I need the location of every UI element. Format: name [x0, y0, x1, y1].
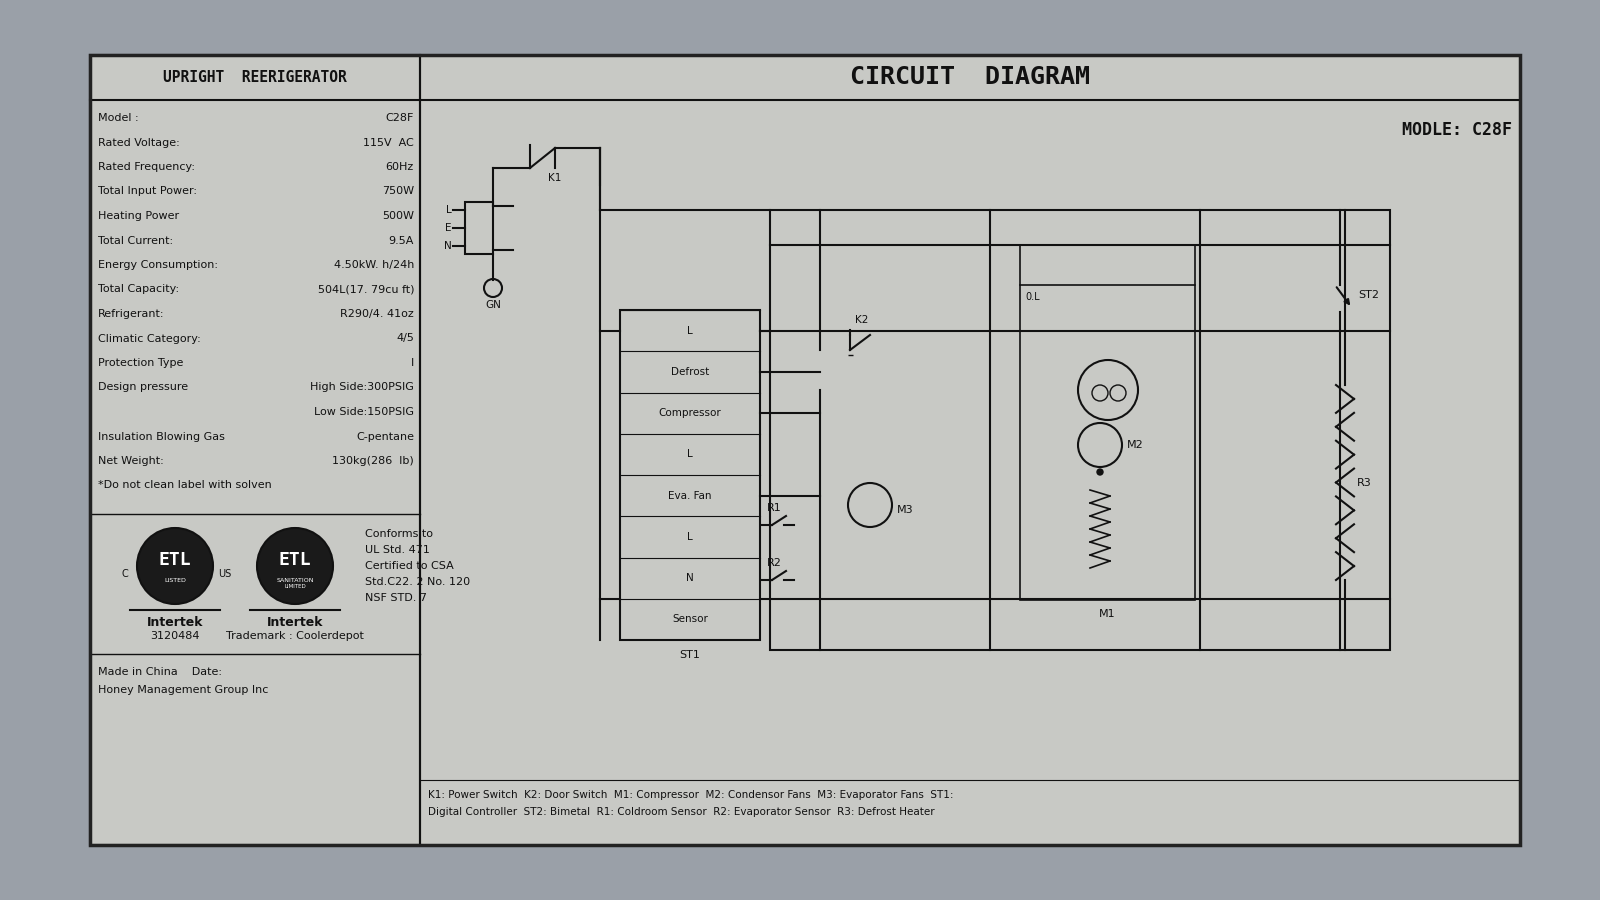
Text: CIRCUIT  DIAGRAM: CIRCUIT DIAGRAM [850, 66, 1090, 89]
Text: Defrost: Defrost [670, 367, 709, 377]
Bar [90, 55, 419, 845]
Text: M1: M1 [1099, 609, 1115, 619]
Text: Rated Voltage:: Rated Voltage: [98, 138, 179, 148]
Bar [770, 210, 1390, 650]
Text: C: C [122, 569, 128, 579]
Text: Total Current:: Total Current: [98, 236, 173, 246]
Text: C-pentane: C-pentane [355, 431, 414, 442]
Text: 115V  AC: 115V AC [363, 138, 414, 148]
Text: Trademark : Coolerdepot: Trademark : Coolerdepot [226, 631, 363, 641]
Text: R2: R2 [766, 558, 782, 568]
Text: Std.C22. 2 No. 120: Std.C22. 2 No. 120 [365, 577, 470, 587]
Text: N: N [686, 573, 694, 583]
Text: 9.5A: 9.5A [389, 236, 414, 246]
Text: Heating Power: Heating Power [98, 211, 179, 221]
Text: K1: K1 [549, 173, 562, 183]
Text: Digital Controller  ST2: Bimetal  R1: Coldroom Sensor  R2: Evaporator Sensor  R3: Digital Controller ST2: Bimetal R1: Cold… [429, 807, 934, 817]
Text: Protection Type: Protection Type [98, 358, 184, 368]
Text: I: I [411, 358, 414, 368]
Text: Sensor: Sensor [672, 615, 707, 625]
Text: Total Input Power:: Total Input Power: [98, 186, 197, 196]
Bar [466, 202, 493, 254]
Circle shape [138, 528, 213, 604]
Text: LISTED: LISTED [165, 578, 186, 582]
Text: GN: GN [485, 300, 501, 310]
Text: Model :: Model : [98, 113, 139, 123]
Circle shape [1098, 469, 1102, 475]
Text: M3: M3 [898, 505, 914, 515]
Text: L: L [686, 326, 693, 336]
Text: Eva. Fan: Eva. Fan [669, 491, 712, 500]
Text: Intertek: Intertek [147, 616, 203, 628]
Text: Insulation Blowing Gas: Insulation Blowing Gas [98, 431, 226, 442]
Text: L: L [686, 532, 693, 542]
Text: L: L [446, 205, 453, 215]
Bar [1021, 285, 1195, 600]
Text: ETL: ETL [158, 551, 192, 569]
Text: Energy Consumption:: Energy Consumption: [98, 260, 218, 270]
Text: MODLE: C28F: MODLE: C28F [1402, 121, 1512, 139]
Circle shape [258, 528, 333, 604]
Text: 60Hz: 60Hz [386, 162, 414, 172]
Text: M2: M2 [1126, 440, 1144, 450]
Text: 4.50kW. h/24h: 4.50kW. h/24h [334, 260, 414, 270]
Text: UPRIGHT  REERIGERATOR: UPRIGHT REERIGERATOR [163, 70, 347, 85]
Text: Compressor: Compressor [659, 408, 722, 418]
Text: UL Std. 471: UL Std. 471 [365, 545, 430, 555]
Text: Conforms to: Conforms to [365, 529, 434, 539]
Text: 750W: 750W [382, 186, 414, 196]
Text: High Side:300PSIG: High Side:300PSIG [310, 382, 414, 392]
Text: SANITATION: SANITATION [277, 578, 314, 582]
Text: 504L(17. 79cu ft): 504L(17. 79cu ft) [317, 284, 414, 294]
Text: ST1: ST1 [680, 650, 701, 660]
Text: Climatic Category:: Climatic Category: [98, 334, 200, 344]
Text: R3: R3 [1357, 478, 1371, 488]
Text: ST2: ST2 [1358, 290, 1379, 300]
Text: *Do not clean label with solven: *Do not clean label with solven [98, 481, 272, 491]
Text: N: N [445, 241, 453, 251]
Text: 3120484: 3120484 [150, 631, 200, 641]
Text: Refrigerant:: Refrigerant: [98, 309, 165, 319]
Text: LIMITED: LIMITED [285, 583, 306, 589]
Text: 4/5: 4/5 [397, 334, 414, 344]
Bar [90, 55, 1520, 845]
Text: R290/4. 41oz: R290/4. 41oz [341, 309, 414, 319]
Text: US: US [218, 569, 232, 579]
Text: K2: K2 [854, 315, 869, 325]
Text: Low Side:150PSIG: Low Side:150PSIG [314, 407, 414, 417]
Bar [90, 55, 1520, 845]
Text: Certified to CSA: Certified to CSA [365, 561, 454, 571]
Text: Made in China    Date:: Made in China Date: [98, 667, 222, 677]
Text: ETL: ETL [278, 551, 312, 569]
Bar [621, 310, 760, 640]
Text: Design pressure: Design pressure [98, 382, 189, 392]
Text: Intertek: Intertek [267, 616, 323, 628]
Text: 0.L: 0.L [1026, 292, 1040, 302]
Text: Total Capacity:: Total Capacity: [98, 284, 179, 294]
Text: E: E [445, 223, 453, 233]
Text: 500W: 500W [382, 211, 414, 221]
Text: Net Weight:: Net Weight: [98, 456, 163, 466]
Text: NSF STD. 7: NSF STD. 7 [365, 593, 427, 603]
Text: K1: Power Switch  K2: Door Switch  M1: Compressor  M2: Condensor Fans  M3: Evapo: K1: Power Switch K2: Door Switch M1: Com… [429, 790, 954, 800]
Text: Honey Management Group Inc: Honey Management Group Inc [98, 685, 269, 695]
Text: C28F: C28F [386, 113, 414, 123]
Text: L: L [686, 449, 693, 459]
Text: 130kg(286  lb): 130kg(286 lb) [333, 456, 414, 466]
Text: Rated Frequency:: Rated Frequency: [98, 162, 195, 172]
Text: R1: R1 [766, 503, 782, 513]
